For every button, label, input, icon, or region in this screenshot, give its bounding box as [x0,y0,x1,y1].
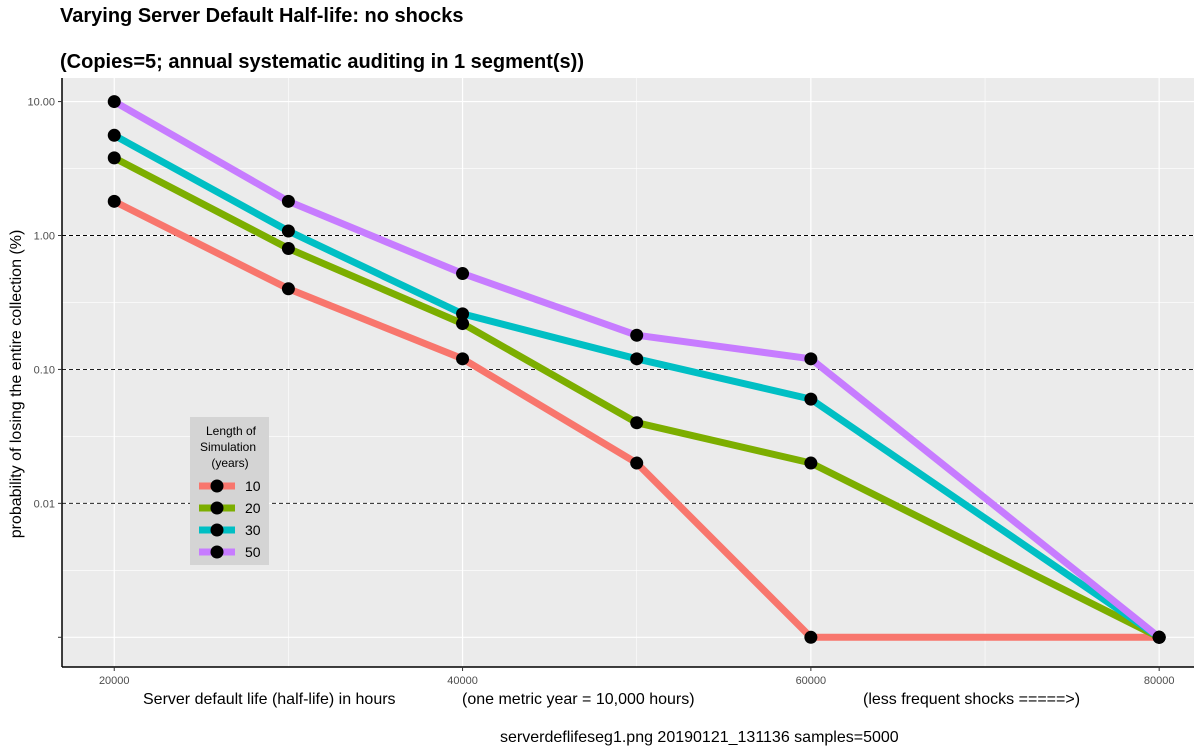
y-tick-label: 0.10 [34,364,55,376]
data-point-20 [456,317,470,331]
legend-title-line2: Simulation [200,440,256,454]
y-tick-labels: 0.01 0.10 1.00 10.00 [27,97,55,511]
data-point-30 [804,392,818,406]
data-point-50 [107,95,121,109]
legend-box [190,417,269,565]
data-point-10 [107,194,121,208]
data-point-50 [1152,630,1166,644]
data-point-50 [281,194,295,208]
grid-lines [62,78,1194,667]
series-lines [112,98,1162,641]
x-axis-label-note: (one metric year = 10,000 hours) [462,691,695,708]
legend-key-point [210,501,224,515]
data-point-10 [456,352,470,366]
data-point-20 [630,416,644,430]
legend-key-point [210,545,224,559]
data-point-50 [804,352,818,366]
data-point-10 [630,456,644,470]
data-points [107,95,1166,644]
data-point-30 [107,128,121,142]
series-line-10 [112,198,1160,641]
x-tick-label: 60000 [796,675,827,687]
x-tick-label: 40000 [447,675,478,687]
legend-items: 10 20 30 50 [199,478,261,560]
series-line-30 [112,132,1162,641]
data-point-30 [630,352,644,366]
chart-caption: serverdeflifeseg1.png 20190121_131136 sa… [500,729,899,746]
x-axis-label-shocks: (less frequent shocks =====>) [863,691,1080,708]
x-tick-labels: 20000 40000 60000 80000 [99,675,1175,687]
data-point-10 [804,630,818,644]
legend-label: 50 [245,544,261,560]
data-point-10 [281,282,295,296]
legend-label: 30 [245,522,261,538]
data-point-30 [281,224,295,238]
series-line-50 [112,98,1162,641]
legend-label: 10 [245,478,261,494]
legend-key-point [210,479,224,493]
legend: Length of Simulation (years) 10 20 30 50 [190,417,269,565]
y-tick-label: 1.00 [34,231,55,243]
axes [58,78,1194,671]
legend-title-line3: (years) [211,456,248,470]
y-axis-label: probability of losing the entire collect… [8,230,25,539]
chart-title: Varying Server Default Half-life: no sho… [60,5,463,27]
series-line-20 [112,154,1161,641]
legend-key-point [210,523,224,537]
x-axis-label-main: Server default life (half-life) in hours [143,691,396,708]
x-tick-label: 80000 [1144,675,1175,687]
data-point-50 [630,328,644,342]
legend-label: 20 [245,500,261,516]
data-point-20 [107,151,121,165]
legend-title-line1: Length of [206,424,257,438]
chart-subtitle: (Copies=5; annual systematic auditing in… [60,51,584,73]
y-tick-label: 10.00 [27,97,55,109]
x-tick-label: 20000 [99,675,130,687]
data-point-50 [456,267,470,281]
data-point-20 [281,241,295,255]
data-point-20 [804,456,818,470]
y-tick-label: 0.01 [34,498,55,510]
data-point-30 [456,307,470,321]
